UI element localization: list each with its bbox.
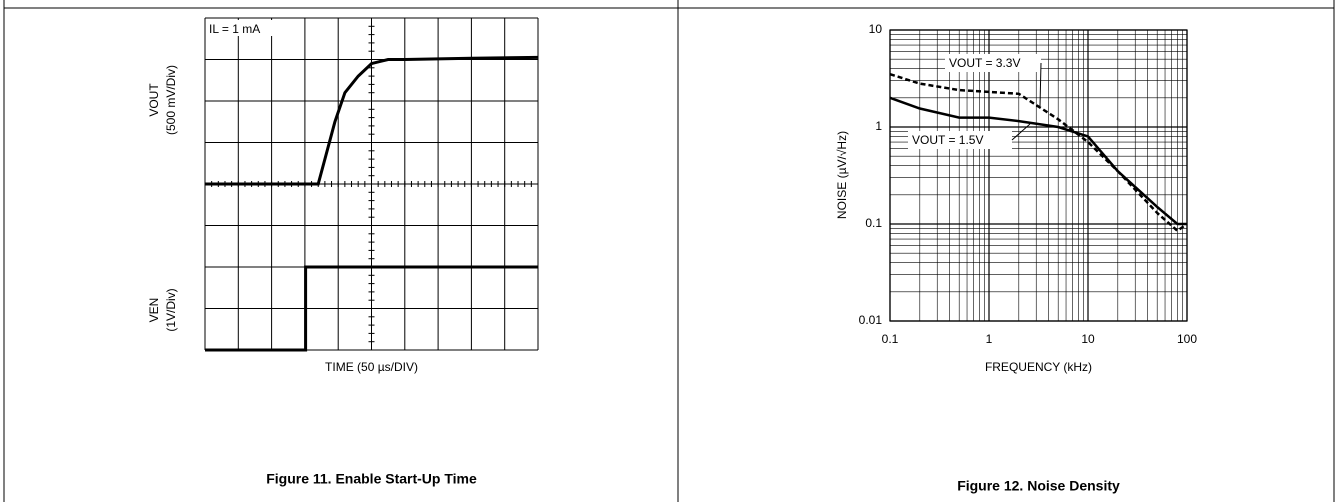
x-axis-label: FREQUENCY (kHz): [985, 360, 1092, 374]
x-axis-label: TIME (50 µs/DIV): [325, 360, 418, 374]
label-arrow: [1039, 62, 1042, 107]
noise-line: [889, 73, 1188, 233]
figure-caption: Figure 12. Noise Density: [957, 478, 1120, 494]
annotation: IL = 1 mA: [209, 22, 260, 36]
label-arrow: [1011, 123, 1031, 141]
y-tick-label: 1: [875, 119, 882, 133]
y-tick-label: 0.1: [865, 216, 882, 230]
series-label-bg: [945, 54, 1041, 72]
x-tick-label: 10: [1081, 332, 1095, 346]
figure-caption: Figure 11. Enable Start-Up Time: [266, 471, 477, 487]
trace: [205, 265, 538, 352]
plot-frame: [889, 29, 1188, 322]
y-tick-label: 0.01: [859, 313, 883, 327]
x-tick-label: 0.1: [882, 332, 899, 346]
y-axis-label: NOISE (µV/√Hz): [835, 131, 849, 219]
y-tick-label: 10: [869, 22, 883, 36]
series-label: VEN: [147, 298, 161, 323]
annotation-bg: [207, 20, 279, 36]
series-label: VOUT = 3.3V: [949, 56, 1020, 70]
noise-line: [889, 96, 1187, 226]
x-tick-label: 1: [986, 332, 993, 346]
series-label: VOUT: [147, 83, 161, 117]
series-scale: (1V/Div): [164, 288, 178, 331]
series-label: VOUT = 1.5V: [912, 133, 983, 147]
x-tick-label: 100: [1177, 332, 1197, 346]
series-scale: (500 mV/Div): [164, 65, 178, 135]
series-label-bg: [908, 131, 1012, 149]
trace: [205, 55, 539, 186]
